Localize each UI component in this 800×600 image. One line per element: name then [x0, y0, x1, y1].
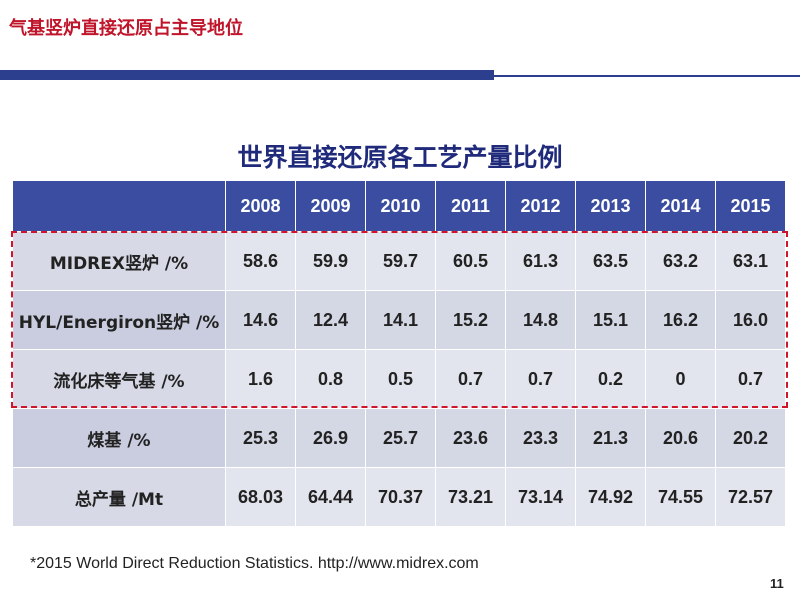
table-row-coal-based: 煤基 /% 25.3 26.9 25.7 23.6 23.3 21.3 20.6…	[12, 408, 786, 468]
table-cell: 72.57	[715, 467, 786, 527]
year-header: 2015	[715, 180, 786, 232]
table-cell: 0.7	[435, 349, 506, 409]
table-cell: 15.1	[575, 290, 646, 350]
table-cell: 61.3	[505, 231, 576, 291]
table-cell: 16.2	[645, 290, 716, 350]
table-cell: 60.5	[435, 231, 506, 291]
year-header: 2013	[575, 180, 646, 232]
table-cell: 0.7	[505, 349, 576, 409]
table-cell: 25.7	[365, 408, 436, 468]
corner-cell	[12, 180, 226, 232]
table-row-midrex: MIDREX竖炉 /% 58.6 59.9 59.7 60.5 61.3 63.…	[12, 231, 786, 291]
table-cell: 23.3	[505, 408, 576, 468]
row-label: MIDREX竖炉 /%	[12, 231, 226, 291]
source-footnote: *2015 World Direct Reduction Statistics.…	[30, 555, 479, 572]
table-cell: 74.92	[575, 467, 646, 527]
table-cell: 20.2	[715, 408, 786, 468]
table-cell: 15.2	[435, 290, 506, 350]
year-header: 2008	[225, 180, 296, 232]
header-rule	[0, 70, 494, 80]
table-title: 世界直接还原各工艺产量比例	[237, 143, 563, 172]
table-cell: 16.0	[715, 290, 786, 350]
table-cell: 73.21	[435, 467, 506, 527]
table-cell: 59.9	[295, 231, 366, 291]
table-cell: 1.6	[225, 349, 296, 409]
table-cell: 0.8	[295, 349, 366, 409]
table-cell: 14.6	[225, 290, 296, 350]
table-cell: 68.03	[225, 467, 296, 527]
year-header: 2014	[645, 180, 716, 232]
year-header: 2009	[295, 180, 366, 232]
row-label: 流化床等气基 /%	[12, 349, 226, 409]
table-cell: 0.7	[715, 349, 786, 409]
table-cell: 73.14	[505, 467, 576, 527]
table-cell: 0	[645, 349, 716, 409]
table-row-hyl: HYL/Energiron竖炉 /% 14.6 12.4 14.1 15.2 1…	[12, 290, 786, 350]
table-cell: 0.5	[365, 349, 436, 409]
table-cell: 21.3	[575, 408, 646, 468]
table-cell: 26.9	[295, 408, 366, 468]
table-cell: 25.3	[225, 408, 296, 468]
row-label: HYL/Energiron竖炉 /%	[12, 290, 226, 350]
year-header: 2012	[505, 180, 576, 232]
table-cell: 12.4	[295, 290, 366, 350]
table-cell: 63.2	[645, 231, 716, 291]
row-label: 煤基 /%	[12, 408, 226, 468]
page-number: 11	[770, 576, 784, 591]
table-cell: 64.44	[295, 467, 366, 527]
table-cell: 14.1	[365, 290, 436, 350]
slide-title: 气基竖炉直接还原占主导地位	[9, 18, 243, 39]
table-cell: 14.8	[505, 290, 576, 350]
row-label: 总产量 /Mt	[12, 467, 226, 527]
table-cell: 20.6	[645, 408, 716, 468]
table-cell: 63.5	[575, 231, 646, 291]
table-cell: 59.7	[365, 231, 436, 291]
table-cell: 63.1	[715, 231, 786, 291]
year-header: 2011	[435, 180, 506, 232]
table-row-total-output: 总产量 /Mt 68.03 64.44 70.37 73.21 73.14 74…	[12, 467, 786, 527]
year-header-row: 2008 2009 2010 2011 2012 2013 2014 2015	[12, 180, 786, 232]
table-row-fluidized-bed: 流化床等气基 /% 1.6 0.8 0.5 0.7 0.7 0.2 0 0.7	[12, 349, 786, 409]
table-cell: 0.2	[575, 349, 646, 409]
table-cell: 74.55	[645, 467, 716, 527]
dr-process-share-table: 2008 2009 2010 2011 2012 2013 2014 2015 …	[12, 180, 786, 527]
table-cell: 70.37	[365, 467, 436, 527]
table-cell: 58.6	[225, 231, 296, 291]
header-rule-thin	[494, 75, 800, 77]
table-cell: 23.6	[435, 408, 506, 468]
year-header: 2010	[365, 180, 436, 232]
